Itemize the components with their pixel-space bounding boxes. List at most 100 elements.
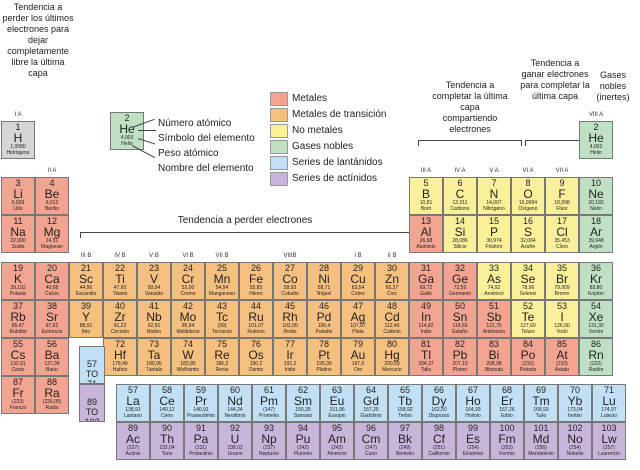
atomic-number: 34 — [522, 263, 533, 273]
element-name: Disprosio — [428, 413, 450, 419]
element-name: Radio — [45, 405, 59, 411]
element-name: Rutenio — [247, 329, 265, 335]
element-cell-gd: 64 Gd 157,25 Gadolinio — [354, 384, 388, 422]
element-name: Prometio — [258, 413, 279, 419]
element-cell-pr: 59 Pr 140,91 Praseodimio — [184, 384, 218, 422]
element-symbol: Au — [350, 348, 366, 362]
element-symbol: Rb — [10, 310, 26, 324]
element-symbol: Mg — [43, 225, 61, 239]
atomic-number: 6 — [457, 178, 463, 188]
element-cell-ho: 67 Ho 164,93 Holmio — [456, 384, 490, 422]
element-name: Cinc — [386, 291, 397, 297]
element-symbol: Fe — [248, 272, 263, 286]
key-mass: 4,003 — [120, 135, 134, 141]
key-element-cell: 2 He 4,003 Helio — [110, 112, 144, 150]
element-cell-nb: 41 Nb 92,91 Niobio — [137, 300, 171, 338]
element-symbol: Mn — [213, 272, 231, 286]
element-name: Holmio — [465, 413, 481, 419]
element-cell-hg: 80 Hg 200,59 Mercurio — [375, 338, 409, 376]
atomic-mass: 87,62 — [45, 323, 59, 329]
legend-label-nonmetal: No metales — [292, 125, 343, 136]
element-cell-s: 16 S 32,064 Azufre — [511, 215, 545, 253]
atomic-number: 20 — [46, 263, 57, 273]
atomic-number: 69 — [535, 385, 546, 395]
atomic-mass: 150,35 — [295, 407, 311, 413]
element-cell-tl: 81 Tl 204,37 Talio — [409, 338, 443, 376]
atomic-number: 11 — [13, 216, 23, 226]
atomic-number: 61 — [263, 385, 274, 395]
atomic-mass: 44,96 — [79, 285, 93, 291]
element-symbol: Fm — [498, 432, 516, 446]
atomic-number: 27 — [284, 263, 295, 273]
atomic-mass: 121,75 — [486, 323, 502, 329]
element-cell-te: 52 Te 127,60 Teluro — [511, 300, 545, 338]
element-cell-li: 3 Li 6,939 Litio — [1, 177, 35, 215]
group-label: VIIIB — [283, 253, 297, 259]
element-symbol: Pm — [260, 394, 278, 408]
atomic-number: 71 — [603, 385, 614, 395]
atomic-number: 10 — [590, 178, 601, 188]
atomic-number: 63 — [331, 385, 342, 395]
element-name: Xenón — [588, 329, 604, 335]
atomic-number: 41 — [148, 301, 159, 311]
atomic-number: 28 — [318, 263, 329, 273]
element-name: Molibdeno — [176, 329, 200, 335]
element-cell-cd: 48 Cd 112,40 Cadmio — [375, 300, 409, 338]
atomic-mass: 35,453 — [554, 238, 570, 244]
element-symbol: Lu — [602, 394, 616, 408]
element-symbol: Sm — [294, 394, 312, 408]
atomic-number: 93 — [263, 423, 274, 433]
atomic-mass: 174,97 — [601, 407, 617, 413]
element-name: Cerio — [161, 413, 173, 419]
element-name: Fósforo — [485, 244, 503, 250]
element-cell-u: 92 U 238,03 Uranio — [218, 422, 252, 460]
key-label-mass: Peso atómico — [158, 148, 219, 159]
atomic-number: 65 — [399, 385, 410, 395]
element-name: Mercurio — [382, 367, 402, 373]
element-cell-rh: 45 Rh 102,90 Rodio — [273, 300, 307, 338]
atomic-number: 92 — [229, 423, 240, 433]
element-name: Indio — [420, 329, 432, 335]
atomic-number: 60 — [229, 385, 240, 395]
atomic-number: 26 — [250, 263, 261, 273]
element-name: Kriptón — [588, 291, 604, 297]
element-cell-no: 102 No (254) Nobelio — [558, 422, 592, 460]
element-name: Helio — [590, 150, 602, 156]
element-name: Mendelevio — [528, 451, 554, 457]
atomic-mass: 78,96 — [521, 285, 535, 291]
element-name: Erbio — [501, 413, 513, 419]
element-name: Argón — [589, 244, 603, 250]
group-label: II A — [47, 168, 57, 174]
legend-label-metal: Metales — [292, 93, 328, 104]
atomic-number: 40 — [114, 301, 125, 311]
element-symbol: Ac — [125, 432, 140, 446]
element-symbol: Be — [44, 187, 60, 201]
legend-swatch-lanthanide — [270, 156, 288, 170]
atomic-mass: 26,98 — [419, 238, 433, 244]
atomic-mass: 12,011 — [452, 200, 468, 206]
element-name: Lutecio — [600, 413, 618, 419]
element-name: Selenio — [519, 291, 537, 297]
element-cell-h: 1 H 1,0080 Hidrógeno — [1, 121, 35, 159]
element-name: Cobalto — [281, 291, 299, 297]
atomic-number: 66 — [433, 385, 444, 395]
element-symbol: He — [588, 131, 604, 145]
atomic-mass: (210) — [556, 361, 568, 367]
element-cell-cl: 17 Cl 35,453 Cloro — [545, 215, 579, 253]
element-cell-tb: 65 Tb 158,92 Terbio — [388, 384, 422, 422]
element-name: Rodio — [283, 329, 297, 335]
legend-swatch-metal — [270, 92, 288, 106]
element-symbol: Ta — [147, 348, 161, 362]
element-name: Sodio — [11, 244, 25, 250]
element-symbol: Bk — [397, 432, 412, 446]
atomic-mass: 58,93 — [283, 285, 297, 291]
atomic-number: 78 — [318, 339, 329, 349]
element-name: Astato — [554, 367, 570, 373]
atomic-mass: 102,90 — [282, 323, 298, 329]
element-name: Niobio — [146, 329, 162, 335]
legend-label-noble: Gases nobles — [292, 141, 354, 152]
element-name: Magnesio — [41, 244, 63, 250]
element-name: Plata — [352, 329, 364, 335]
atomic-number: 44 — [250, 301, 261, 311]
atomic-mass: 55,85 — [249, 285, 263, 291]
